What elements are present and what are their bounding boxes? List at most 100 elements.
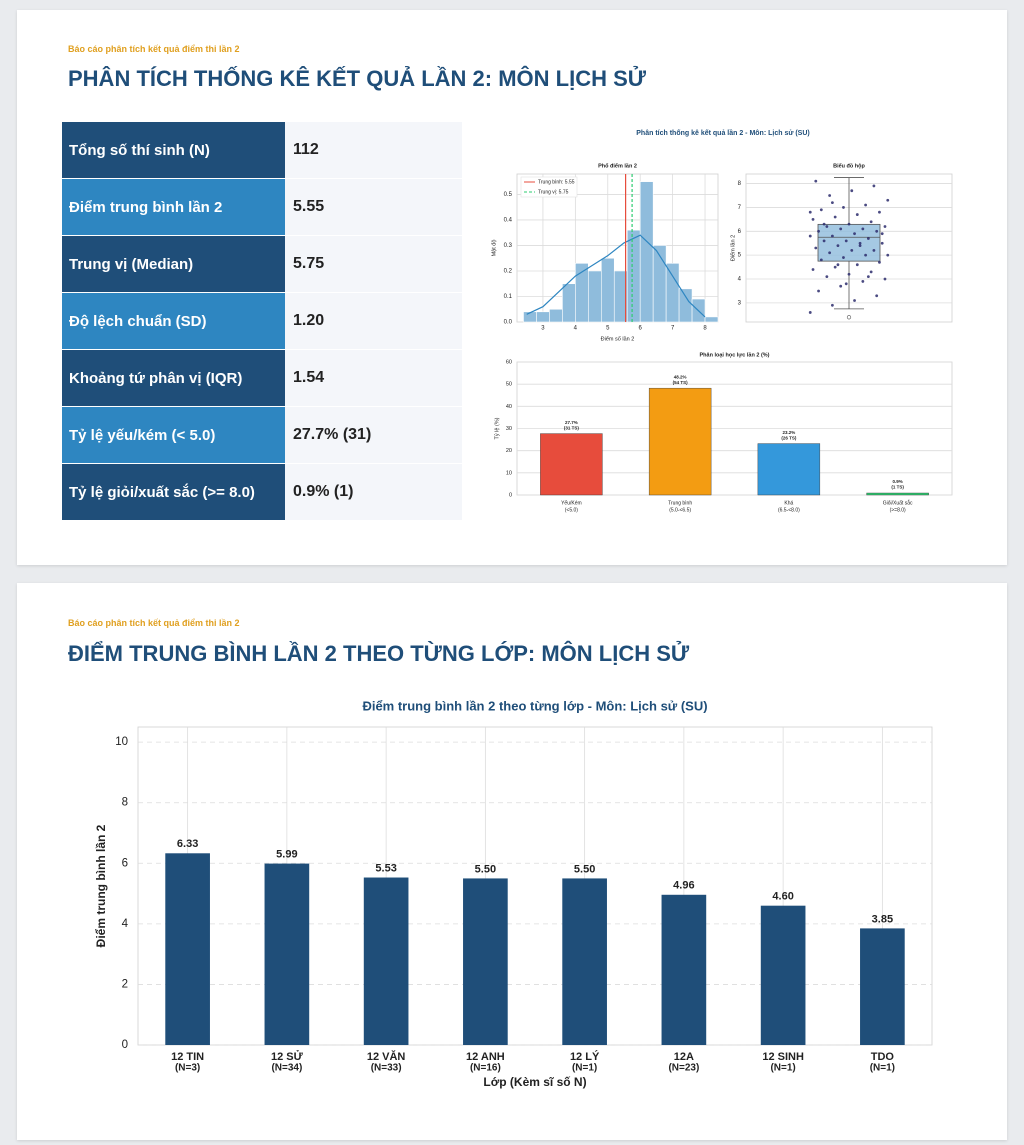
point [886, 198, 890, 202]
chart-title: Biểu đồ hộp [833, 162, 865, 169]
y-tick-label: 10 [115, 736, 128, 748]
stat-label: Độ lệch chuẩn (SD) [62, 293, 285, 350]
bar [363, 877, 409, 1045]
y-tick-label: 60 [506, 359, 512, 365]
histogram-bar [639, 181, 654, 323]
stat-label: Tỷ lệ yếu/kém (< 5.0) [62, 407, 285, 464]
category-label: TDO [871, 1051, 895, 1063]
point [864, 203, 868, 207]
point [811, 268, 815, 271]
category-sublabel: (6.5-<8.0) [778, 507, 800, 513]
stat-label: Trung vị (Median) [62, 236, 285, 293]
y-axis-label: Điểm trung bình lần 2 [94, 824, 108, 947]
point [880, 232, 884, 236]
point [872, 248, 876, 252]
stat-value: 1.54 [285, 350, 462, 407]
category-label: 12 VĂN [367, 1050, 406, 1063]
legend-label: Trung bình: 5.55 [538, 179, 575, 185]
category-label: Trung bình [668, 500, 692, 506]
bar [661, 894, 707, 1045]
y-axis-label: Tỷ lệ (%) [493, 417, 500, 439]
point [830, 201, 834, 205]
y-tick-label: 3 [738, 300, 742, 306]
point [808, 234, 812, 238]
point [864, 253, 868, 257]
y-tick-label: 40 [506, 404, 512, 410]
point [875, 294, 879, 298]
value-label: 4.60 [772, 891, 793, 903]
category-sublabel: (N=1) [572, 1063, 597, 1074]
category-label: 12 LÝ [570, 1050, 600, 1063]
value-label: 4.96 [673, 880, 694, 892]
point [875, 229, 879, 233]
bar [760, 905, 806, 1045]
point [883, 277, 887, 281]
x-tick-label: 3 [541, 326, 545, 332]
y-tick-label: 0.5 [504, 192, 513, 198]
point [886, 253, 890, 257]
x-tick-label: 8 [703, 326, 707, 332]
category-sublabel: (N=1) [870, 1063, 895, 1074]
point [839, 284, 843, 288]
bar [264, 863, 310, 1045]
point [850, 189, 854, 193]
category-sublabel: (N=33) [371, 1063, 402, 1074]
value-label: 5.53 [375, 862, 396, 874]
point [853, 232, 856, 236]
category-sublabel: (>=8.0) [890, 507, 906, 513]
point [878, 210, 881, 214]
histogram-bar [652, 245, 667, 323]
bar [866, 492, 929, 496]
legend-label: Trung vị: 5.75 [538, 189, 569, 195]
y-tick-label: 0 [509, 492, 512, 498]
count-label: (54 TS) [673, 380, 689, 385]
point [858, 244, 862, 248]
bar [648, 387, 712, 496]
histogram-bar [600, 257, 615, 323]
point [861, 280, 865, 283]
y-tick-label: 30 [506, 426, 512, 432]
count-label: (26 TS) [781, 435, 797, 440]
y-tick-label: 0.2 [504, 269, 513, 275]
point [836, 244, 840, 248]
category-label: 12 SINH [762, 1051, 804, 1063]
point [847, 222, 851, 226]
value-label: 48.2% [674, 374, 687, 379]
point [833, 265, 837, 269]
kde-line [526, 234, 706, 318]
y-tick-label: 2 [122, 978, 128, 990]
point [883, 225, 887, 228]
stat-label: Tổng số thí sinh (N) [62, 122, 285, 179]
slide-title: ĐIỂM TRUNG BÌNH LẦN 2 THEO TỪNG LỚP: MÔN… [68, 641, 690, 666]
bar [757, 443, 821, 496]
category-label: 12 ANH [466, 1051, 505, 1063]
table-row: Khoảng tứ phân vị (IQR) 1.54 [62, 350, 462, 407]
figure-title: Phân tích thống kê kết quả lần 2 - Môn: … [636, 128, 809, 137]
point [830, 303, 834, 307]
y-tick-label: 0.3 [504, 243, 513, 249]
value-label: 5.99 [276, 848, 297, 860]
stat-value: 1.20 [285, 293, 462, 350]
point [819, 208, 823, 212]
y-tick-label: 20 [506, 448, 512, 454]
x-tick-label: 7 [671, 326, 675, 332]
point [861, 227, 865, 231]
y-tick-label: 6 [738, 229, 742, 235]
point [853, 299, 856, 302]
x-axis-label: Lớp (Kèm sĩ số N) [483, 1075, 586, 1089]
y-tick-label: 4 [122, 918, 129, 930]
bar [562, 878, 607, 1045]
table-row: Tổng số thí sinh (N) 112 [62, 122, 462, 179]
slide-title: PHÂN TÍCH THỐNG KÊ KẾT QUẢ LẦN 2: MÔN LỊ… [68, 66, 647, 91]
point [814, 179, 818, 183]
histogram-bar [562, 283, 576, 323]
y-tick-label: 8 [122, 797, 128, 809]
count-label: (1 TS) [891, 485, 904, 490]
point [836, 263, 840, 267]
y-tick-label: 5 [738, 253, 742, 259]
table-row: Điểm trung bình lần 2 5.55 [62, 179, 462, 236]
plot-area [137, 726, 933, 1046]
stat-label: Khoảng tứ phân vị (IQR) [62, 350, 285, 407]
count-label: (31 TS) [564, 425, 580, 430]
